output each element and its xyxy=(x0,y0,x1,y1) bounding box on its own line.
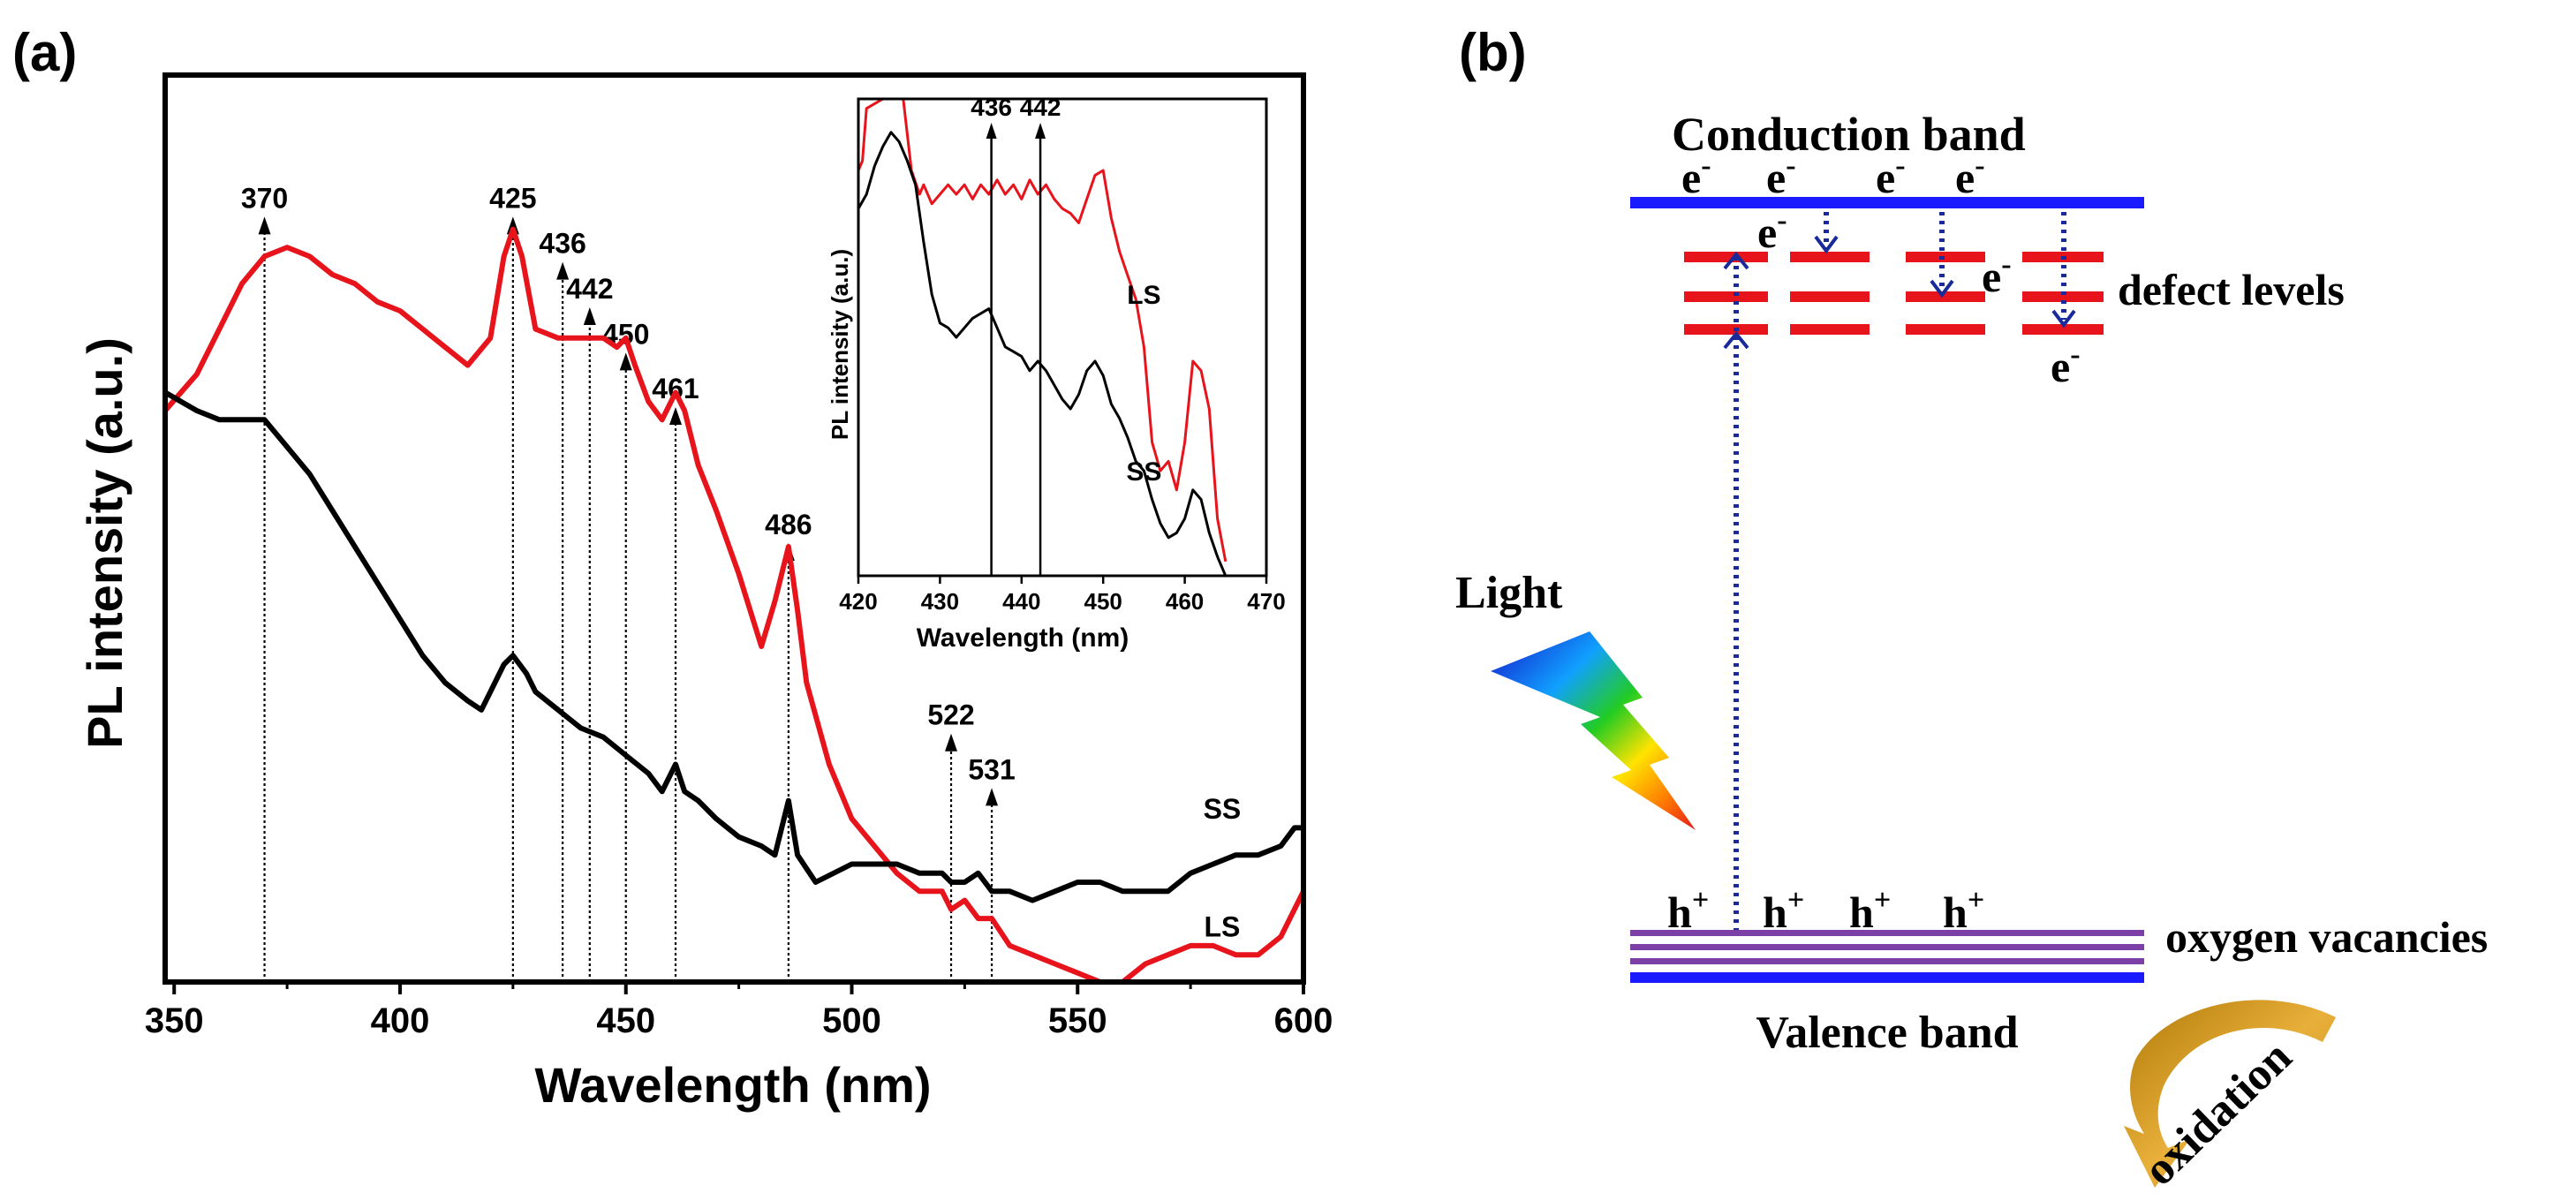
oxygen-vacancies-label: oxygen vacancies xyxy=(2165,912,2488,962)
defect-levels xyxy=(1684,252,2104,335)
defect-level-bar xyxy=(1906,252,1985,262)
panel-a-label: (a) xyxy=(12,23,77,82)
inset-series-line-ls xyxy=(858,99,1228,563)
inset-background xyxy=(858,99,1266,576)
peak-label: 486 xyxy=(765,509,812,540)
inset-series-label: LS xyxy=(1127,281,1160,310)
peak-label: 370 xyxy=(241,182,288,214)
hole-label: h+ xyxy=(1849,884,1891,937)
lightning-bolt-icon xyxy=(1491,631,1696,830)
inset-x-tick-label: 420 xyxy=(839,588,877,615)
vacancy-line xyxy=(1630,944,2144,950)
hole-label: h+ xyxy=(1763,884,1804,937)
defect-level-bar xyxy=(1906,291,1985,302)
series-label: LS xyxy=(1204,911,1240,943)
series-line-ss xyxy=(163,389,1303,903)
inset-series-label: SS xyxy=(1126,457,1161,487)
peak-marker-arrowhead xyxy=(583,307,596,326)
vacancy-line xyxy=(1630,958,2144,964)
peak-marker-arrowhead xyxy=(945,733,958,752)
electron-label: e- xyxy=(1876,149,1906,202)
defect-level-bar xyxy=(1684,291,1768,302)
band-diagram: (b) Conduction band e- e- e- e- defect l… xyxy=(1455,23,2488,1196)
series-label: SS xyxy=(1204,793,1242,825)
inset-x-axis-title: Wavelength (nm) xyxy=(917,623,1129,653)
peak-label: 531 xyxy=(968,753,1015,785)
electron-label: e- xyxy=(1766,149,1796,202)
arrowhead xyxy=(2051,309,2076,329)
defect-levels-label: defect levels xyxy=(2118,265,2345,314)
valence-band-line xyxy=(1630,972,2144,983)
x-tick-label: 600 xyxy=(1274,1001,1333,1040)
excitation-arrow xyxy=(1723,251,1749,932)
conduction-band-line xyxy=(1630,197,2144,208)
peak-marker-arrowhead xyxy=(556,261,570,280)
defect-level-bar xyxy=(2022,324,2104,335)
defect-level-bar xyxy=(1906,324,1985,335)
arrowhead xyxy=(1723,330,1749,350)
conduction-band-label: Conduction band xyxy=(1672,108,2026,161)
valence-band-label: Valence band xyxy=(1756,1008,2018,1058)
arrowhead xyxy=(1814,235,1839,254)
inset-marker-arrowhead xyxy=(1035,123,1046,139)
inset-series-line-ss xyxy=(858,131,1228,576)
vacancy-line xyxy=(1630,930,2144,936)
arrowhead xyxy=(1723,251,1749,270)
defect-level-bar xyxy=(1790,252,1870,262)
plot-frame xyxy=(162,72,1306,985)
electron-label: e- xyxy=(2051,338,2081,391)
peak-label: 522 xyxy=(927,699,974,731)
panel-b-label: (b) xyxy=(1459,23,1527,82)
electron-label: e- xyxy=(1955,149,1985,202)
electron-label: e- xyxy=(1681,149,1711,202)
x-tick-label: 500 xyxy=(822,1001,881,1040)
valence-holes: h+ h+ h+ h+ xyxy=(1667,884,1984,937)
inset-x-tick-label: 460 xyxy=(1166,588,1204,615)
electron-label: e- xyxy=(1757,204,1787,257)
y-axis-title: PL intensity (a.u.) xyxy=(77,337,132,749)
x-axis-title: Wavelength (nm) xyxy=(534,1057,931,1113)
relaxation-arrows xyxy=(1814,212,2076,329)
peak-label: 425 xyxy=(489,182,536,214)
peak-label: 442 xyxy=(566,273,613,305)
hole-label: h+ xyxy=(1943,884,1984,937)
x-tick-label: 450 xyxy=(596,1001,655,1040)
peak-marker-arrowhead xyxy=(506,216,519,235)
defect-level-bar xyxy=(1790,291,1870,302)
peak-label: 461 xyxy=(652,373,699,404)
defect-level-bar xyxy=(1684,252,1768,262)
inset-marker-arrowhead xyxy=(986,123,997,139)
inset-x-tick-label: 440 xyxy=(1002,588,1040,615)
oxidation-arrow-icon xyxy=(2124,1000,2336,1188)
peak-marker-arrowhead xyxy=(669,406,683,425)
oxygen-vacancy-lines xyxy=(1630,930,2144,964)
peak-marker-arrowhead xyxy=(258,216,271,235)
light-label: Light xyxy=(1455,568,1563,618)
hole-label: h+ xyxy=(1667,884,1709,937)
peak-label: 436 xyxy=(539,228,585,260)
conduction-electrons: e- e- e- e- xyxy=(1681,149,1985,202)
defect-level-bar xyxy=(1790,324,1870,335)
inset-x-tick-label: 470 xyxy=(1247,588,1285,615)
inset-plot-area xyxy=(858,99,1228,576)
x-tick-label: 400 xyxy=(371,1001,430,1040)
arrowhead xyxy=(1930,279,1954,298)
inset-y-axis-title: PL intensity (a.u.) xyxy=(827,249,853,440)
inset-frame xyxy=(857,97,1268,578)
x-tick-label: 350 xyxy=(145,1001,204,1040)
x-tick-label: 550 xyxy=(1048,1001,1107,1040)
defect-level-bar xyxy=(1684,324,1768,335)
series-line-ls xyxy=(162,226,1306,985)
inset-x-tick-label: 430 xyxy=(921,588,959,615)
inset-x-tick-label: 450 xyxy=(1084,588,1122,615)
electron-label: e- xyxy=(1982,248,2012,301)
defect-level-bar xyxy=(2022,291,2104,302)
peak-marker-arrowhead xyxy=(619,352,632,371)
peak-marker-arrowhead xyxy=(986,788,999,806)
